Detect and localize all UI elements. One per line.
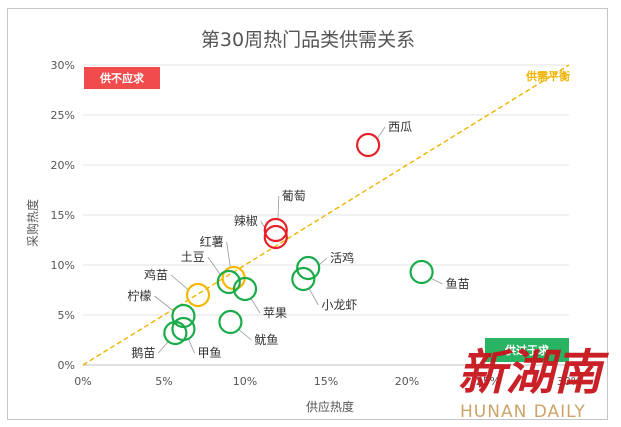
- watermark-cn: 新湖南: [458, 345, 609, 401]
- watermark-en: HUNAN DAILY: [460, 402, 586, 421]
- data-point-label: 甲鱼: [197, 346, 221, 360]
- y-tick-label: 0%: [58, 359, 75, 372]
- x-tick-label: 10%: [233, 375, 257, 388]
- y-tick-label: 15%: [51, 209, 75, 222]
- data-point-label: 小龙虾: [321, 298, 357, 312]
- leader-line: [226, 241, 231, 268]
- data-point: [409, 259, 434, 285]
- leader-line: [308, 288, 319, 306]
- x-tick-label: 30%: [557, 375, 581, 388]
- x-axis-title: 供应热度: [306, 399, 354, 414]
- badge-demand-exceeds: 供不应求: [84, 67, 160, 89]
- y-tick-label: 10%: [51, 259, 75, 272]
- balance-reference-line: [82, 64, 570, 366]
- chart-frame: 第30周热门品类供需关系 0% 5% 10% 15% 20% 25% 30% 0% 5% 10%…: [7, 8, 609, 421]
- leader-line: [238, 329, 252, 341]
- y-axis-title: 采购热度: [25, 199, 40, 247]
- data-point-label: 鱼苗: [446, 277, 470, 291]
- data-points: [163, 132, 434, 346]
- data-point-label: 苹果: [263, 306, 287, 320]
- data-point: [263, 217, 288, 243]
- leader-line: [170, 274, 189, 291]
- x-tick-label: 25%: [476, 375, 500, 388]
- data-point-label: 柠檬: [127, 288, 151, 303]
- label-leader-lines: [154, 126, 443, 354]
- watermark: 新湖南 HUNAN DAILY: [458, 345, 609, 421]
- scatter-chart: 第30周热门品类供需关系 0% 5% 10% 15% 20% 25% 30% 0% 5% 10%…: [25, 29, 609, 421]
- badge-supply-exceeds-text: 供过于求: [504, 343, 550, 357]
- leader-line: [207, 256, 221, 275]
- data-point: [163, 320, 188, 346]
- data-point-label: 辣椒: [234, 214, 258, 228]
- data-point-label: 鱿鱼: [254, 332, 278, 347]
- y-tick-label: 5%: [58, 309, 75, 322]
- x-tick-label: 5%: [155, 375, 172, 388]
- chart-title: 第30周热门品类供需关系: [201, 29, 415, 51]
- data-point: [216, 269, 241, 295]
- data-point-label: 葡萄: [282, 189, 306, 203]
- data-point: [185, 282, 211, 308]
- data-point: [263, 224, 288, 250]
- leader-line: [187, 338, 195, 354]
- data-point-label: 西瓜: [388, 120, 412, 134]
- badge-demand-exceeds-text: 供不应求: [99, 71, 145, 85]
- data-point-label: 活鸡: [330, 250, 354, 265]
- data-point: [232, 276, 258, 302]
- data-point: [291, 266, 316, 292]
- y-tick-label: 30%: [51, 59, 75, 72]
- x-axis-ticks: 0% 5% 10% 15% 20% 25% 30%: [74, 375, 581, 388]
- data-point: [296, 255, 321, 281]
- balance-line-label: 供需平衡: [525, 69, 570, 83]
- data-point-label: 土豆: [181, 250, 205, 264]
- badge-supply-exceeds: 供过于求: [485, 338, 569, 362]
- leader-line: [154, 295, 174, 312]
- x-tick-label: 0%: [74, 375, 91, 388]
- data-point: [218, 309, 243, 335]
- leader-line: [277, 195, 280, 220]
- y-tick-label: 20%: [51, 159, 75, 172]
- data-point-label: 鹅苗: [131, 346, 155, 360]
- data-point: [171, 303, 196, 329]
- gridlines: [83, 64, 569, 316]
- leader-line: [158, 341, 169, 354]
- leader-line: [430, 277, 443, 285]
- x-tick-label: 15%: [314, 375, 338, 388]
- y-tick-label: 25%: [51, 109, 75, 122]
- data-point-label: 红薯: [200, 234, 224, 249]
- x-tick-label: 20%: [395, 375, 419, 388]
- leader-line: [250, 298, 261, 314]
- data-point-label: 鸡苗: [144, 267, 168, 282]
- data-point: [356, 132, 381, 158]
- leader-line: [376, 126, 386, 139]
- y-axis-ticks: 0% 5% 10% 15% 20% 25% 30%: [51, 59, 75, 372]
- leader-line: [318, 257, 328, 266]
